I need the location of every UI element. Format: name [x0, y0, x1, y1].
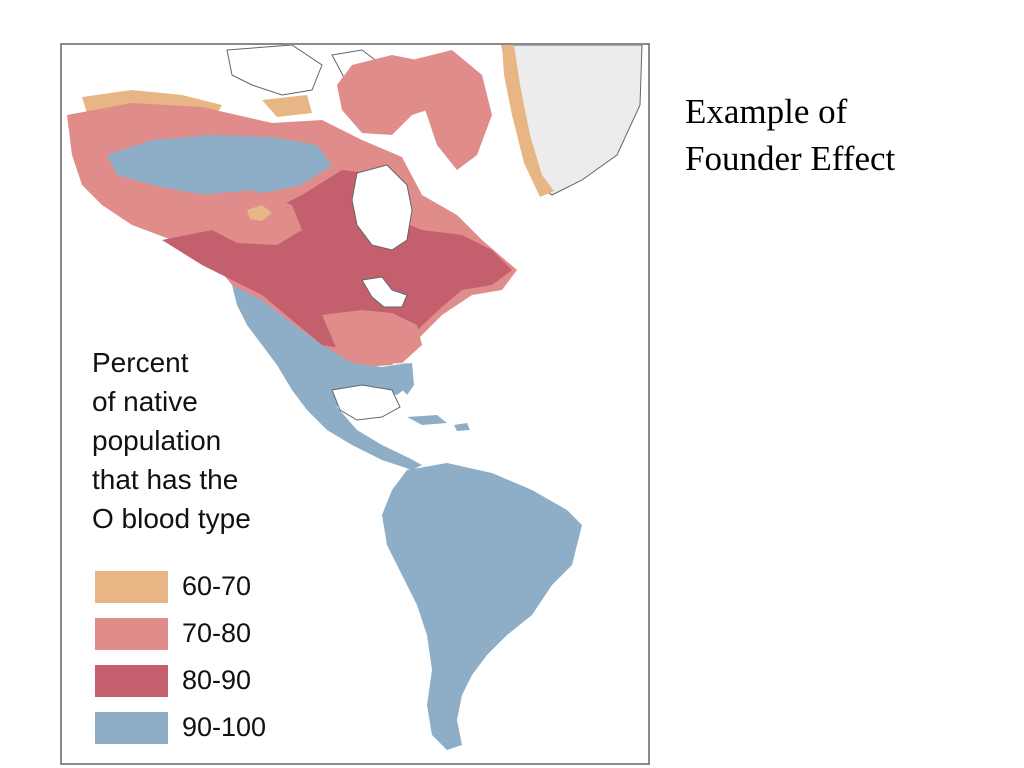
central-dot-60-70: [247, 205, 272, 221]
alaska-90-100: [107, 135, 332, 197]
legend-label: 80-90: [182, 665, 252, 695]
legend-swatch: [95, 617, 168, 650]
central-canada-80-90: [162, 170, 512, 350]
florida: [397, 363, 414, 395]
legend-item: 90-100: [95, 704, 266, 751]
legend-title-line: of native: [92, 386, 198, 417]
legend-swatch: [95, 664, 168, 697]
baffin-island: [412, 50, 492, 170]
eastern-us-70-80: [322, 310, 422, 365]
legend-title-line: Percent: [92, 347, 189, 378]
legend-label: 60-70: [182, 571, 252, 601]
legend-title-line: O blood type: [92, 503, 251, 534]
gulf-of-mexico: [331, 384, 401, 421]
great-lakes: [361, 276, 408, 308]
legend-item: 80-90: [95, 657, 266, 704]
map-figure: Percent of native population that has th…: [60, 43, 650, 765]
legend-label: 70-80: [182, 618, 252, 648]
legend-item: 70-80: [95, 610, 266, 657]
greenland-coast-band: [502, 45, 554, 197]
legend-title-line: population: [92, 425, 222, 456]
legend-label: 90-100: [182, 712, 267, 742]
slide-title-line: Example of: [685, 92, 848, 131]
arctic-island-orange: [262, 95, 312, 117]
legend-item: 60-70: [95, 563, 266, 610]
legend-swatch: [95, 570, 168, 603]
western-us-mexico-90-100: [232, 285, 422, 470]
americas-map: [67, 45, 643, 750]
caribbean-islands: [407, 415, 470, 431]
map-legend: 60-70 70-80 80-90 90-100: [95, 563, 266, 751]
hudson-bay: [351, 164, 413, 251]
south-america-90-100: [382, 463, 582, 750]
legend-title-line: that has the: [92, 464, 239, 495]
slide-title: Example of Founder Effect: [685, 88, 895, 182]
legend-swatch: [95, 711, 168, 744]
slide-title-line: Founder Effect: [685, 139, 896, 178]
legend-title: Percent of native population that has th…: [92, 343, 251, 538]
